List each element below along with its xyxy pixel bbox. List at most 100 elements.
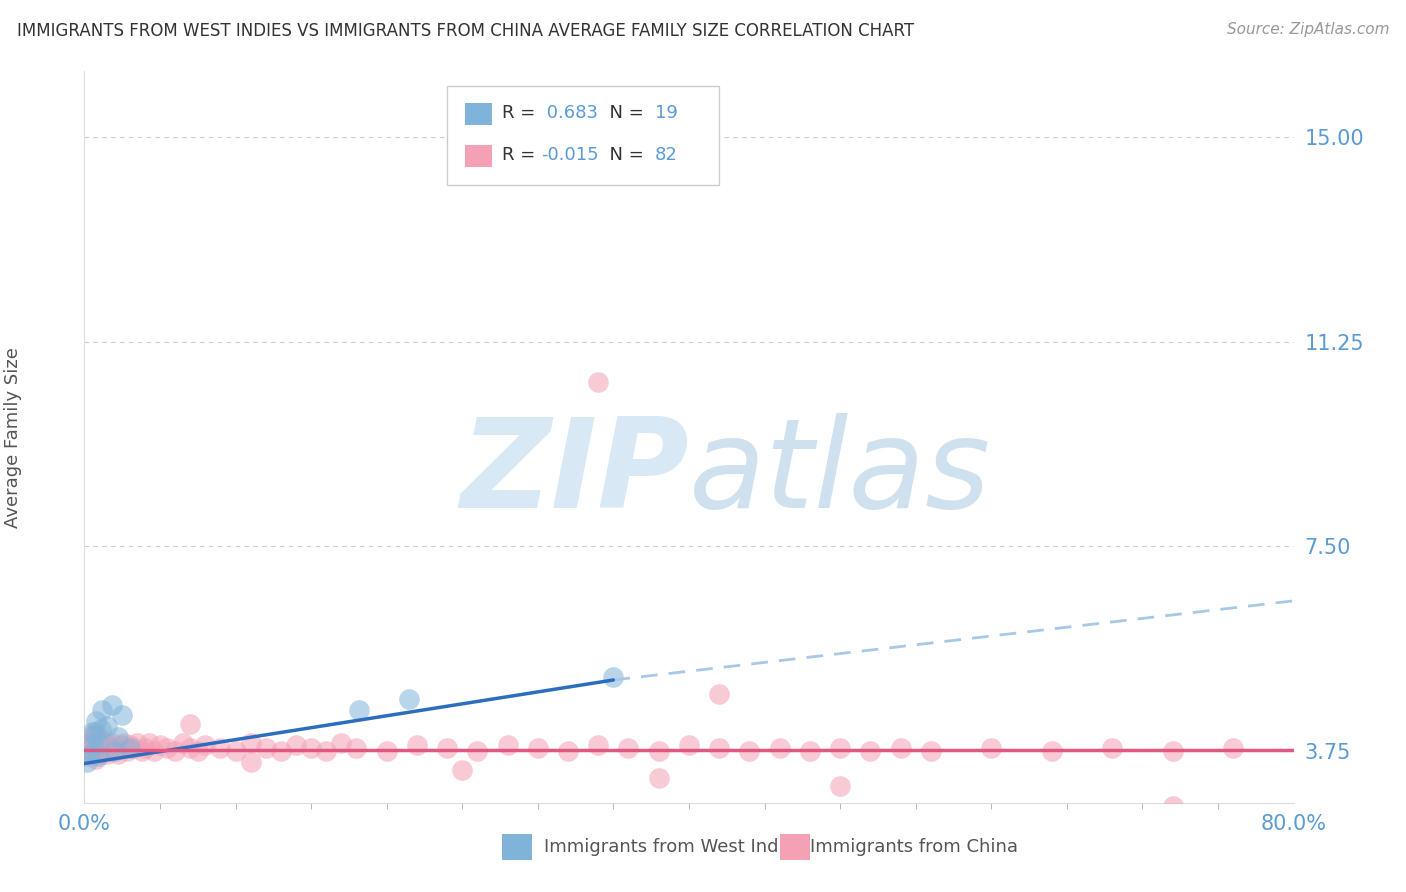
- Point: [738, 744, 761, 758]
- Point: [467, 744, 489, 758]
- Point: [96, 719, 118, 733]
- Text: Immigrants from China: Immigrants from China: [810, 838, 1018, 855]
- Point: [830, 741, 852, 756]
- Point: [602, 670, 624, 684]
- Text: 19: 19: [655, 104, 678, 122]
- Point: [89, 747, 111, 761]
- FancyBboxPatch shape: [447, 86, 720, 185]
- Y-axis label: Average Family Size: Average Family Size: [4, 347, 22, 527]
- Point: [76, 755, 98, 769]
- Text: 0.683: 0.683: [541, 104, 599, 122]
- Text: Immigrants from West Indies: Immigrants from West Indies: [544, 838, 804, 855]
- Point: [134, 741, 156, 756]
- Point: [980, 741, 1002, 756]
- Point: [588, 739, 610, 753]
- Point: [1101, 741, 1123, 756]
- Point: [527, 741, 550, 756]
- Point: [82, 739, 104, 753]
- Point: [96, 747, 118, 761]
- Point: [346, 741, 368, 756]
- Text: atlas: atlas: [689, 413, 991, 534]
- Point: [678, 739, 700, 753]
- Point: [920, 744, 942, 758]
- Point: [299, 741, 322, 756]
- Text: -0.015: -0.015: [541, 146, 599, 164]
- Point: [406, 739, 429, 753]
- Point: [225, 744, 247, 758]
- Text: R =: R =: [502, 104, 540, 122]
- Point: [375, 744, 398, 758]
- Point: [254, 741, 277, 756]
- Text: ZIP: ZIP: [460, 413, 689, 534]
- Point: [91, 703, 114, 717]
- Point: [330, 736, 353, 750]
- Point: [115, 744, 138, 758]
- Text: N =: N =: [599, 146, 650, 164]
- Text: R =: R =: [502, 146, 540, 164]
- Point: [79, 736, 101, 750]
- Point: [77, 741, 100, 756]
- Point: [107, 731, 129, 745]
- Point: [557, 744, 579, 758]
- Point: [79, 747, 101, 761]
- Point: [1040, 744, 1063, 758]
- Point: [110, 739, 132, 753]
- Point: [89, 731, 111, 745]
- Point: [709, 687, 731, 701]
- Point: [127, 736, 149, 750]
- Point: [156, 741, 179, 756]
- Point: [86, 714, 108, 728]
- Point: [118, 739, 141, 753]
- Point: [588, 376, 610, 390]
- Point: [87, 749, 110, 764]
- Point: [179, 716, 201, 731]
- Point: [1222, 741, 1244, 756]
- Point: [98, 744, 121, 758]
- Point: [118, 741, 141, 756]
- Point: [239, 755, 262, 769]
- Point: [122, 741, 145, 756]
- Point: [131, 744, 153, 758]
- Point: [859, 744, 882, 758]
- Text: 82: 82: [655, 146, 678, 164]
- Point: [112, 736, 135, 750]
- Bar: [465, 145, 492, 167]
- Point: [890, 741, 912, 756]
- Point: [349, 703, 371, 717]
- Point: [100, 736, 122, 750]
- Point: [149, 739, 172, 753]
- Text: N =: N =: [599, 104, 650, 122]
- Point: [90, 739, 112, 753]
- Point: [80, 744, 103, 758]
- Point: [451, 763, 474, 777]
- Point: [315, 744, 337, 758]
- Point: [239, 736, 262, 750]
- Point: [187, 744, 209, 758]
- Bar: [502, 833, 531, 860]
- Point: [830, 780, 852, 794]
- Text: IMMIGRANTS FROM WEST INDIES VS IMMIGRANTS FROM CHINA AVERAGE FAMILY SIZE CORRELA: IMMIGRANTS FROM WEST INDIES VS IMMIGRANT…: [17, 22, 914, 40]
- Point: [86, 752, 108, 766]
- Point: [194, 739, 217, 753]
- Point: [84, 724, 107, 739]
- Point: [769, 741, 792, 756]
- Point: [165, 744, 187, 758]
- Point: [709, 741, 731, 756]
- Point: [89, 736, 111, 750]
- Point: [142, 744, 165, 758]
- Point: [285, 739, 308, 753]
- Point: [107, 747, 129, 761]
- Point: [80, 728, 103, 742]
- Point: [172, 736, 194, 750]
- Point: [94, 741, 117, 756]
- Point: [398, 692, 420, 706]
- Point: [91, 744, 114, 758]
- Point: [82, 739, 104, 753]
- Point: [104, 741, 127, 756]
- Point: [648, 771, 671, 785]
- Point: [799, 744, 821, 758]
- Point: [111, 708, 134, 723]
- Point: [496, 739, 519, 753]
- Point: [93, 736, 115, 750]
- Bar: [465, 103, 492, 125]
